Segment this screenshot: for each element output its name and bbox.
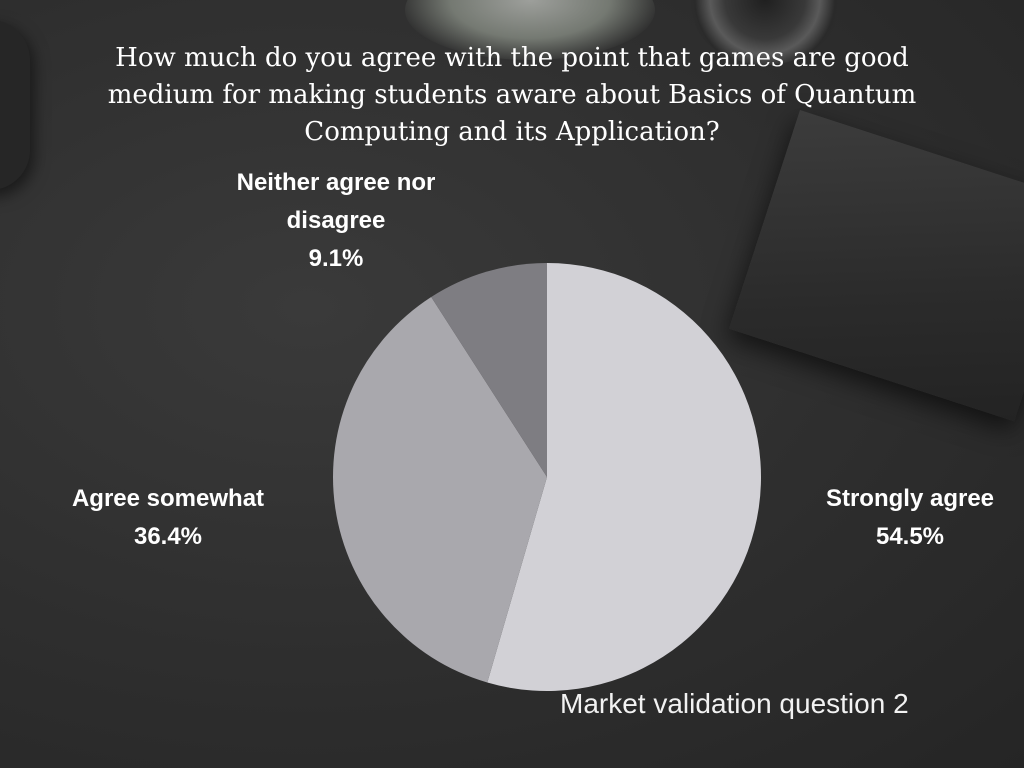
label-strongly-agree: Strongly agree 54.5% <box>790 480 1024 556</box>
label-agree-name: Agree somewhat <box>71 485 265 512</box>
cup-decoration <box>0 20 30 190</box>
label-agree-value: 36.4% <box>133 523 203 550</box>
pie-slice-agree-somewhat <box>332 297 547 683</box>
chart-title: How much do you agree with the point tha… <box>107 43 917 147</box>
label-neither-name-line2: disagree <box>286 207 386 234</box>
pie-slice-neither-agree-nor-disagree <box>431 263 547 477</box>
label-neither-name-line1: Neither agree nor <box>236 169 436 196</box>
label-neither-value: 9.1% <box>308 245 364 272</box>
pie-slice-strongly-agree <box>487 263 761 692</box>
label-strong-value: 54.5% <box>875 523 945 550</box>
label-strong-name: Strongly agree <box>825 485 995 512</box>
label-agree-somewhat: Agree somewhat 36.4% <box>40 480 296 556</box>
caption: Market validation question 2 <box>560 688 909 719</box>
label-neither-agree-nor-disagree: Neither agree nor disagree 9.1% <box>196 164 476 278</box>
